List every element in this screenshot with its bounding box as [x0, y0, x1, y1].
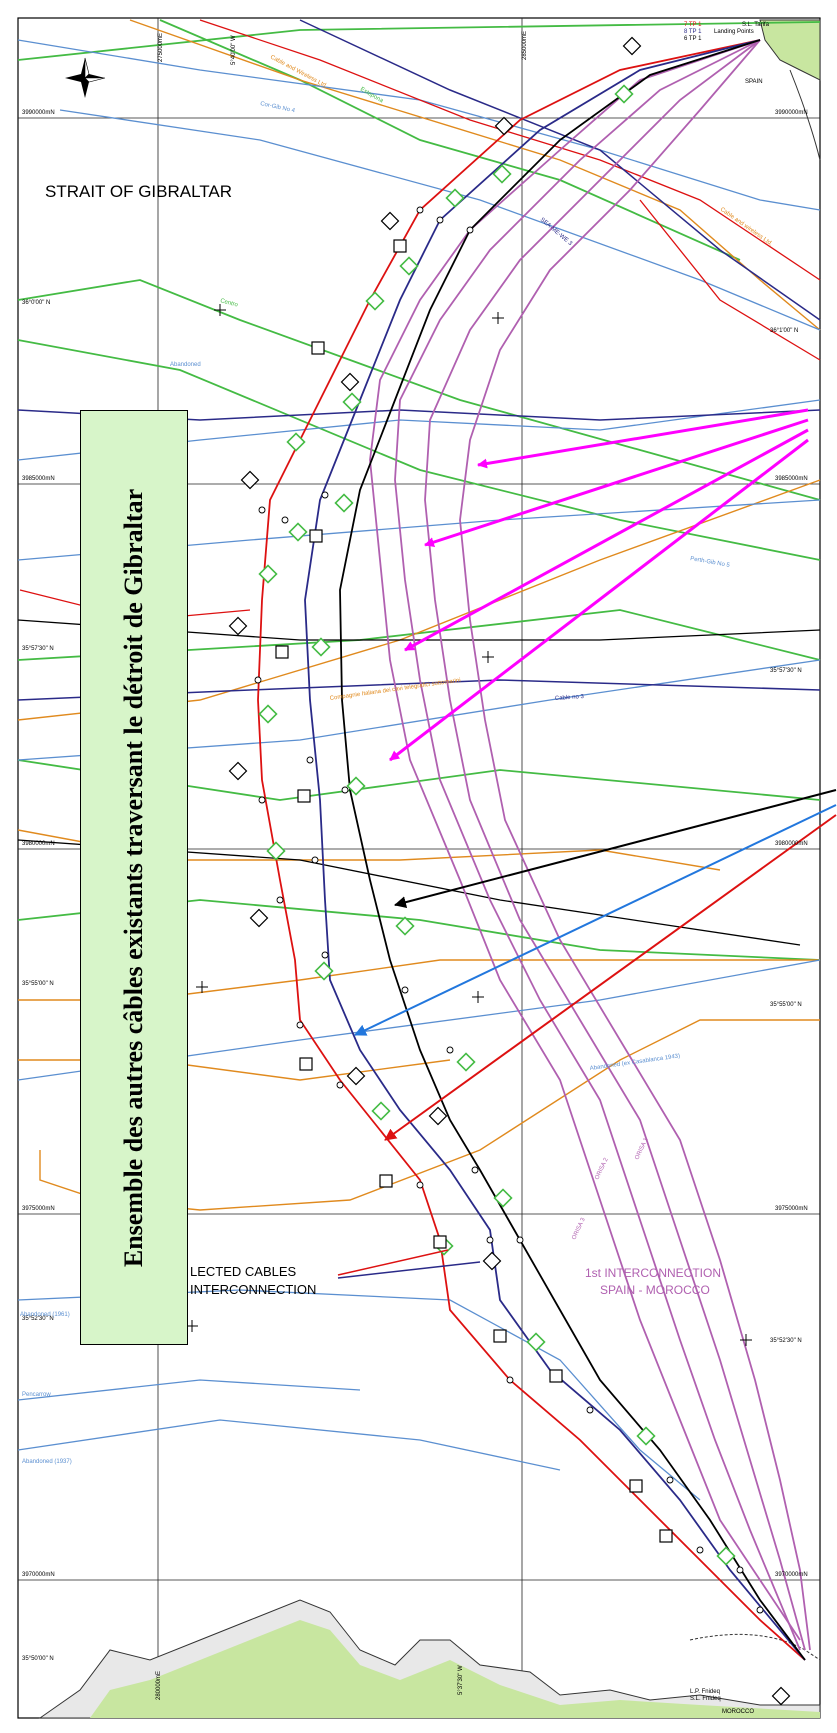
- annotation-box: Ensemble des autres câbles existants tra…: [80, 410, 188, 1345]
- svg-text:35°52'30" N: 35°52'30" N: [770, 1338, 802, 1344]
- svg-text:3970000mN: 3970000mN: [22, 1572, 55, 1578]
- svg-text:35°57'30" N: 35°57'30" N: [22, 646, 54, 652]
- svg-text:3970000mN: 3970000mN: [775, 1572, 808, 1578]
- selected-cables-label-1: LECTED CABLES: [190, 1264, 297, 1279]
- svg-text:35°57'30" N: 35°57'30" N: [770, 668, 802, 674]
- svg-text:6 TP 1: 6 TP 1: [684, 36, 702, 42]
- svg-text:3985000mN: 3985000mN: [22, 476, 55, 482]
- map-title: STRAIT OF GIBRALTAR: [45, 182, 232, 201]
- svg-text:35°55'00" N: 35°55'00" N: [22, 981, 54, 987]
- svg-text:Landing Points: Landing Points: [714, 29, 754, 35]
- svg-text:36°0'00" N: 36°0'00" N: [22, 300, 50, 306]
- svg-text:3975000mN: 3975000mN: [22, 1206, 55, 1212]
- svg-text:3990000mN: 3990000mN: [22, 110, 55, 116]
- svg-text:3990000mN: 3990000mN: [775, 110, 808, 116]
- svg-text:Abandoned: Abandoned: [170, 362, 201, 368]
- annotation-text: Ensemble des autres câbles existants tra…: [119, 488, 149, 1266]
- svg-text:Pencarrow: Pencarrow: [22, 1392, 51, 1398]
- landing-point-labels-bottom: L.P. Fnideq S.L. Fnideq: [690, 1689, 721, 1702]
- svg-text:3985000mN: 3985000mN: [775, 476, 808, 482]
- svg-text:285000mE: 285000mE: [522, 31, 528, 60]
- svg-text:3980000mN: 3980000mN: [22, 841, 55, 847]
- svg-text:5°40'00" W: 5°40'00" W: [231, 35, 237, 65]
- svg-text:Abandoned (1961): Abandoned (1961): [20, 1312, 70, 1318]
- svg-text:3980000mN: 3980000mN: [775, 841, 808, 847]
- svg-text:275000mE: 275000mE: [158, 33, 164, 62]
- svg-text:5°37'30" W: 5°37'30" W: [458, 1665, 464, 1695]
- svg-text:L.P. Fnideq: L.P. Fnideq: [690, 1689, 720, 1695]
- selected-cables-label-2: INTERCONNECTION: [190, 1282, 316, 1297]
- morocco-label: MOROCCO: [722, 1709, 754, 1715]
- svg-text:35°55'00" N: 35°55'00" N: [770, 1002, 802, 1008]
- first-interconnection-label-1: 1st INTERCONNECTION: [585, 1266, 721, 1280]
- svg-text:S.L. Fnideq: S.L. Fnideq: [690, 1696, 721, 1702]
- svg-text:7 TP 1: 7 TP 1: [684, 22, 702, 28]
- svg-text:280000mE: 280000mE: [156, 1671, 162, 1700]
- svg-text:3975000mN: 3975000mN: [775, 1206, 808, 1212]
- svg-text:36°1'00" N: 36°1'00" N: [770, 328, 798, 334]
- spain-label: SPAIN: [745, 79, 763, 85]
- svg-text:8 TP 1: 8 TP 1: [684, 29, 702, 35]
- svg-text:S.L. Tarifa: S.L. Tarifa: [742, 22, 770, 28]
- first-interconnection-label-2: SPAIN - MOROCCO: [600, 1283, 710, 1297]
- svg-text:35°50'00" N: 35°50'00" N: [22, 1656, 54, 1662]
- svg-text:Abandoned (1937): Abandoned (1937): [22, 1459, 72, 1465]
